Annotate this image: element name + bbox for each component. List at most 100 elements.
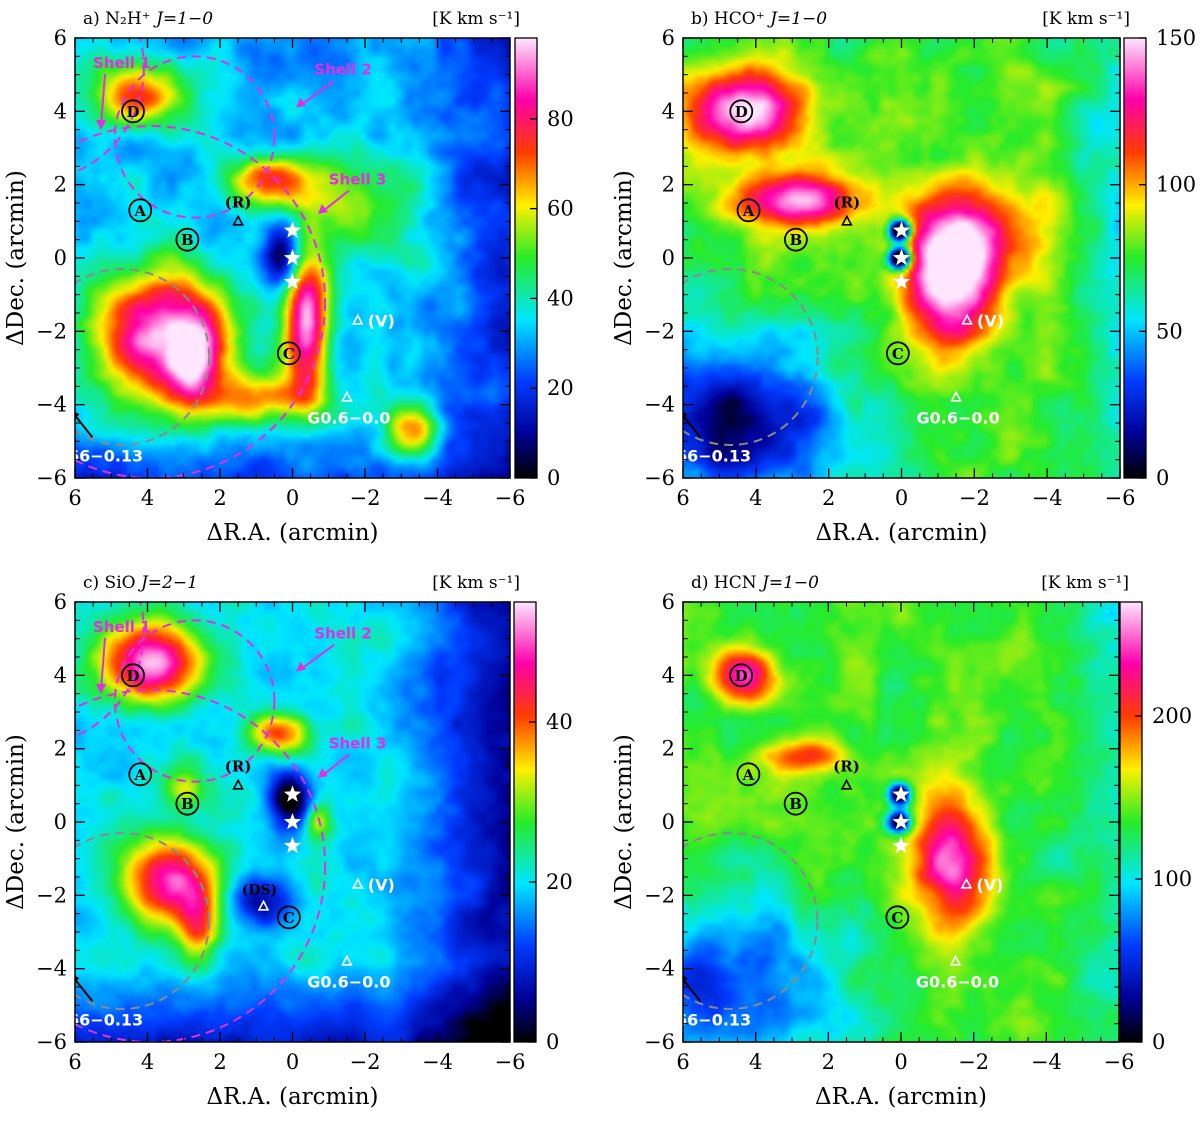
- star-marker: [892, 221, 911, 238]
- g06-triangle: [341, 954, 353, 966]
- y-tick-label: −2: [644, 319, 675, 343]
- y-tick-label: 0: [54, 246, 67, 270]
- x-tick-label: −4: [1031, 1050, 1062, 1074]
- colorbar-tick-label: 0: [1156, 466, 1169, 490]
- y-tick-label: −4: [36, 957, 67, 981]
- star-marker: [892, 785, 910, 802]
- r-label: (R): [225, 193, 252, 211]
- g06-label: G0.6−0.0: [307, 408, 390, 427]
- panel-title: a) N₂H⁺ J=1−0: [83, 9, 213, 29]
- y-tick-label: 2: [662, 737, 675, 761]
- overlay-b: A B C D (R) (V) G0.6−0.0 G0.66−0.13: [683, 99, 1004, 465]
- g06-triangle: [949, 954, 962, 966]
- overlay-d: A B C D (R) (V) G0.6−0.0 G0.66−0.13: [646, 663, 1003, 1029]
- y-tick-label: 6: [54, 590, 67, 614]
- x-axis-label: ΔR.A. (arcmin): [816, 520, 988, 546]
- x-tick-label: 2: [213, 1050, 226, 1074]
- colorbar: [1119, 601, 1143, 1043]
- x-tick-label: 6: [676, 486, 689, 510]
- y-tick-label: −6: [36, 1030, 67, 1054]
- shell-3-arrow: [321, 189, 350, 213]
- v-label: (V): [976, 875, 1003, 894]
- clump-C-circle: [276, 905, 301, 930]
- clump-A-label: A: [742, 766, 755, 784]
- shell-3-label: Shell 3: [329, 735, 387, 753]
- unit-label: [K km s⁻¹]: [1041, 573, 1129, 593]
- x-tick-label: 2: [822, 1050, 835, 1074]
- star-marker: [892, 249, 911, 266]
- shell-1-circle: [75, 602, 145, 738]
- shell-1-arrow: [100, 73, 106, 127]
- panel-b: A B C D (R) (V) G0.6−0.0 G0.66−0.13 6 4 2 0 −2 −4 −6 −6…: [611, 9, 1196, 546]
- x-tick-label: −4: [422, 486, 453, 510]
- colorbar-tick-label: 100: [1156, 173, 1196, 197]
- x-tick-label: 6: [676, 1050, 689, 1074]
- star-marker: [283, 272, 302, 290]
- y-tick-label: −6: [644, 1030, 675, 1054]
- v-label: (V): [368, 875, 395, 894]
- shell-1-arrow: [100, 637, 106, 691]
- star-marker: [283, 785, 302, 802]
- g066-label: G0.66−0.13: [646, 1010, 752, 1029]
- x-tick-label: 0: [894, 1050, 907, 1074]
- r-label: (R): [833, 757, 860, 775]
- colorbar-tick-label: 20: [547, 376, 574, 400]
- g066-label: G0.66−0.13: [38, 446, 144, 465]
- colorbar-tick-label: 80: [547, 107, 574, 131]
- colorbar-tick-label: 40: [546, 710, 573, 734]
- v-label: (V): [368, 311, 395, 330]
- clump-D-circle: [121, 99, 145, 124]
- x-tick-label: −2: [959, 486, 990, 510]
- g06-triangle: [950, 390, 962, 402]
- x-tick-label: −4: [422, 1050, 453, 1074]
- colorbar-tick-label: 60: [547, 197, 574, 221]
- x-tick-label: −2: [350, 1050, 381, 1074]
- unit-label: [K km s⁻¹]: [432, 9, 520, 29]
- y-tick-label: −6: [644, 466, 675, 490]
- clump-B-circle: [783, 227, 808, 252]
- g066-arrowhead: [683, 975, 688, 982]
- clump-B-circle: [783, 791, 808, 816]
- shell-2-arrow: [299, 79, 335, 107]
- x-tick-label: 6: [68, 1050, 81, 1074]
- shell-1-arrowhead: [96, 684, 106, 694]
- x-tick-label: −6: [1105, 486, 1136, 510]
- shell-2-arrow: [299, 643, 335, 671]
- x-axis-label: ΔR.A. (arcmin): [207, 520, 379, 546]
- clump-C-circle: [885, 341, 910, 366]
- clump-C-label: C: [283, 909, 295, 927]
- shell-2-arrowhead: [296, 97, 307, 108]
- overlay-a: A B C D (R) (V) G0.6−0.0 G0.66−0.13 Shell 1 Shell…: [38, 38, 395, 478]
- y-tick-label: −4: [36, 393, 67, 417]
- shell-3-arrowhead: [317, 768, 328, 778]
- clump-C-circle: [885, 905, 910, 930]
- unit-label: [K km s⁻¹]: [1042, 9, 1130, 29]
- panel-title: c) SiO J=2−1: [83, 573, 198, 593]
- clump-C-label: C: [892, 345, 904, 363]
- clump-A-circle: [128, 198, 153, 223]
- colorbar: [1123, 37, 1147, 479]
- shell-2-label: Shell 2: [314, 61, 372, 79]
- clump-C-label: C: [891, 909, 903, 927]
- clump-D-circle: [121, 663, 145, 688]
- x-tick-label: 6: [68, 486, 81, 510]
- y-tick-label: 0: [662, 810, 675, 834]
- shell-1-circle: [75, 38, 145, 174]
- overlay-c: A B C D (R) (V) G0.6−0.0 (DS) G0.66−0.13 Shell 1 S…: [75, 602, 395, 1042]
- colorbar-tick-label: 0: [547, 466, 560, 490]
- y-tick-label: 6: [54, 26, 67, 50]
- colorbar: [513, 601, 537, 1043]
- colorbar-tick-label: 150: [1156, 26, 1196, 50]
- v-triangle: [351, 877, 364, 889]
- colorbar-tick-label: 20: [546, 870, 573, 894]
- clump-D-label: D: [735, 103, 748, 121]
- panel-d: A B C D (R) (V) G0.6−0.0 G0.66−0.13 6 4 2 0 −2 −4 −6 −6…: [611, 573, 1192, 1110]
- y-tick-label: 2: [54, 737, 67, 761]
- y-tick-label: 4: [662, 99, 675, 123]
- clump-C-label: C: [283, 345, 295, 363]
- g066-circle: [75, 832, 211, 1010]
- g06-label: G0.6−0.0: [917, 408, 1000, 427]
- y-tick-label: 2: [662, 173, 675, 197]
- clump-B-label: B: [181, 795, 194, 813]
- star-marker: [283, 249, 302, 266]
